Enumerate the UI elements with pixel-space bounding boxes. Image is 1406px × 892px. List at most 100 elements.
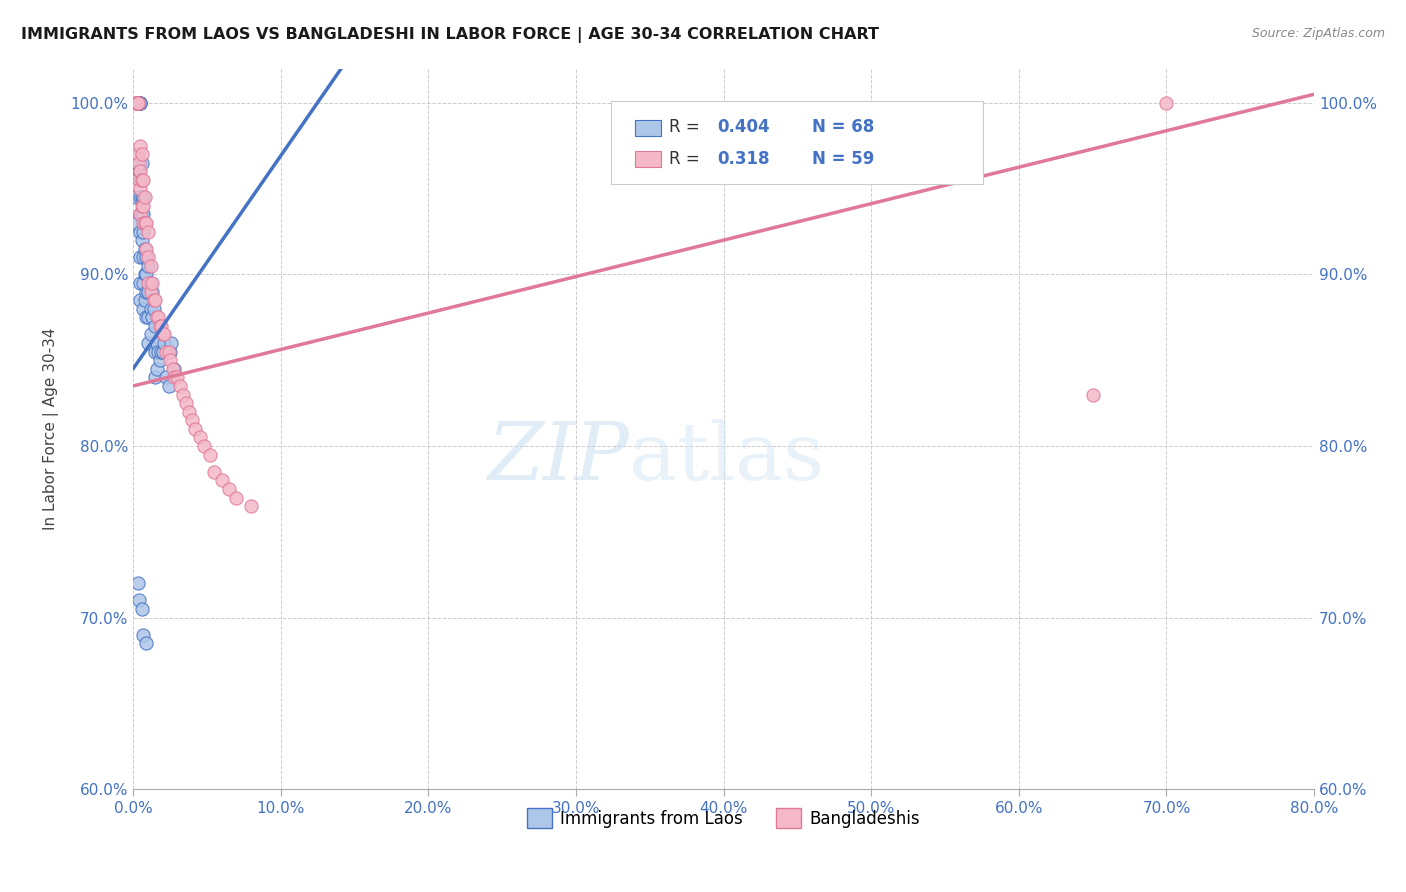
Point <box>127 95 149 110</box>
Point <box>127 95 149 110</box>
Point <box>129 207 152 221</box>
Point <box>131 173 153 187</box>
Point <box>136 225 159 239</box>
Point <box>152 327 174 342</box>
Point <box>159 344 181 359</box>
Point <box>148 310 170 325</box>
Point <box>150 318 173 333</box>
Point <box>129 276 152 290</box>
Point <box>136 285 159 299</box>
Point <box>136 310 159 325</box>
Point <box>128 593 150 607</box>
Point <box>134 190 156 204</box>
Text: N = 68: N = 68 <box>813 118 875 136</box>
Point <box>128 95 150 110</box>
Text: 0.404: 0.404 <box>717 118 770 136</box>
Point <box>129 95 152 110</box>
Point <box>127 95 149 110</box>
Point <box>132 216 155 230</box>
Point <box>240 499 263 513</box>
Point <box>198 448 221 462</box>
Point <box>129 138 152 153</box>
Point <box>139 259 162 273</box>
Point <box>141 310 163 325</box>
Point <box>149 353 172 368</box>
Point <box>155 370 177 384</box>
Point <box>129 173 152 187</box>
Point <box>142 301 165 316</box>
Point <box>143 318 166 333</box>
Point <box>132 301 155 316</box>
Point <box>136 259 159 273</box>
Point <box>136 336 159 351</box>
Text: ZIP: ZIP <box>488 419 628 497</box>
Point <box>129 293 152 308</box>
Point <box>135 242 157 256</box>
FancyBboxPatch shape <box>612 101 983 184</box>
Text: 0.318: 0.318 <box>717 150 770 168</box>
Point <box>1081 387 1104 401</box>
Point <box>179 405 201 419</box>
Point <box>129 181 152 195</box>
Point <box>160 336 183 351</box>
Point <box>131 147 153 161</box>
Point <box>148 344 170 359</box>
Point <box>139 301 162 316</box>
Point <box>143 370 166 384</box>
Point <box>127 95 149 110</box>
Point <box>139 327 162 342</box>
Bar <box>636 120 661 136</box>
Text: N = 59: N = 59 <box>813 150 875 168</box>
Point <box>153 327 176 342</box>
Point <box>174 396 197 410</box>
Point <box>188 430 211 444</box>
Point <box>135 636 157 650</box>
Point <box>162 361 184 376</box>
Point <box>125 216 148 230</box>
Point <box>169 379 191 393</box>
Point <box>163 361 186 376</box>
Point <box>127 147 149 161</box>
Point <box>155 344 177 359</box>
Point <box>134 293 156 308</box>
Point <box>129 225 152 239</box>
Point <box>145 310 167 325</box>
Point <box>127 95 149 110</box>
Point <box>134 216 156 230</box>
Point <box>125 95 148 110</box>
Point <box>127 576 149 591</box>
Point <box>159 353 181 368</box>
Text: R =: R = <box>669 118 706 136</box>
Y-axis label: In Labor Force | Age 30-34: In Labor Force | Age 30-34 <box>44 327 59 530</box>
Point <box>135 216 157 230</box>
Text: Source: ZipAtlas.com: Source: ZipAtlas.com <box>1251 27 1385 40</box>
Point <box>128 173 150 187</box>
Point <box>125 190 148 204</box>
Point <box>135 268 157 282</box>
Point <box>129 250 152 264</box>
Point <box>157 379 180 393</box>
Point <box>139 285 162 299</box>
Point <box>163 370 186 384</box>
Point <box>132 199 155 213</box>
Point <box>152 344 174 359</box>
Point <box>211 474 233 488</box>
Point <box>131 602 153 616</box>
Text: IMMIGRANTS FROM LAOS VS BANGLADESHI IN LABOR FORCE | AGE 30-34 CORRELATION CHART: IMMIGRANTS FROM LAOS VS BANGLADESHI IN L… <box>21 27 879 43</box>
Point <box>129 95 152 110</box>
Point <box>129 164 152 178</box>
Point <box>142 293 165 308</box>
Point <box>141 285 163 299</box>
Point <box>184 422 207 436</box>
Point <box>132 276 155 290</box>
Point <box>181 413 204 427</box>
Point <box>127 95 149 110</box>
Point <box>172 387 194 401</box>
Point <box>136 276 159 290</box>
Text: R =: R = <box>669 150 710 168</box>
Point <box>128 95 150 110</box>
Point <box>166 370 188 384</box>
Point <box>131 207 153 221</box>
Point <box>129 95 152 110</box>
Point <box>129 190 152 204</box>
